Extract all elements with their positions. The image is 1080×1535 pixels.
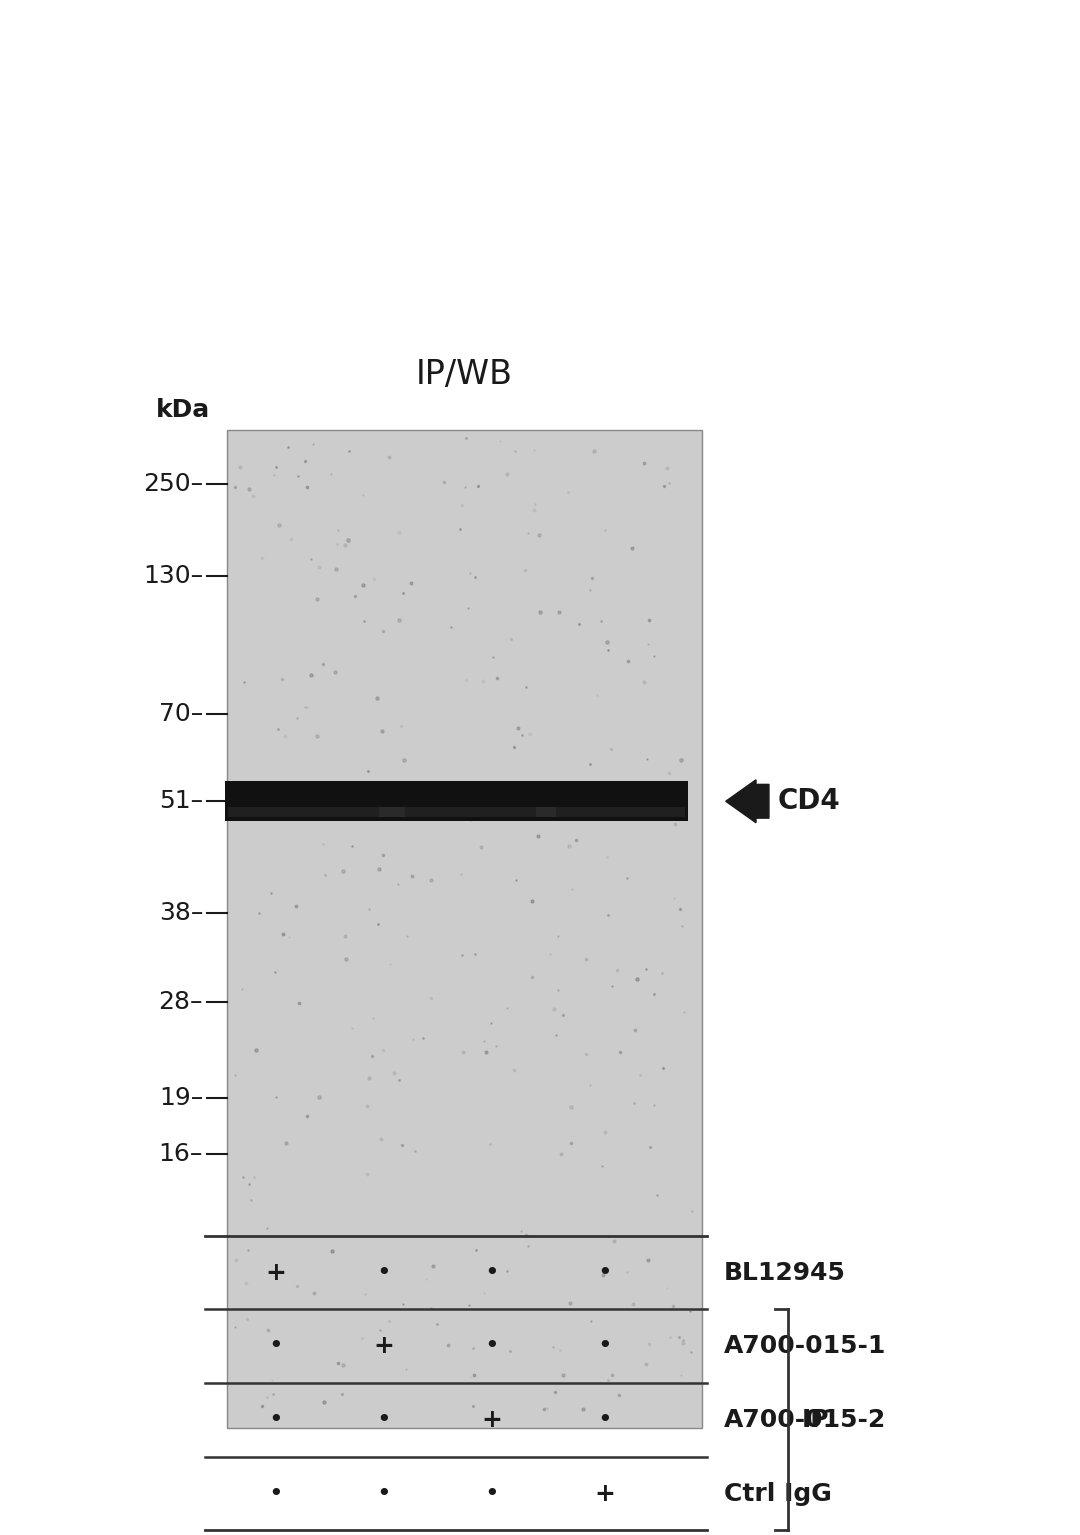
Text: A700-015-1: A700-015-1	[724, 1334, 886, 1358]
Text: 70–: 70–	[159, 701, 203, 726]
Text: IP: IP	[801, 1408, 828, 1432]
Text: •: •	[268, 1408, 283, 1432]
Bar	[536, 807, 685, 817]
Text: •: •	[597, 1334, 612, 1358]
Text: +: +	[373, 1334, 394, 1358]
Text: •: •	[376, 1481, 391, 1506]
Bar	[227, 430, 702, 1428]
Text: 16–: 16–	[159, 1142, 203, 1167]
Text: kDa: kDa	[157, 398, 211, 422]
Bar	[379, 807, 556, 817]
Text: •: •	[376, 1408, 391, 1432]
Text: •: •	[268, 1334, 283, 1358]
Text: CD4: CD4	[778, 787, 840, 815]
Text: •: •	[597, 1260, 612, 1285]
Bar	[228, 807, 405, 817]
Bar	[532, 781, 688, 821]
Text: IP/WB: IP/WB	[416, 359, 513, 391]
Text: 28–: 28–	[159, 990, 203, 1015]
Text: 38–: 38–	[159, 901, 203, 926]
Text: +: +	[265, 1260, 286, 1285]
Text: •: •	[376, 1260, 391, 1285]
Text: 19–: 19–	[159, 1085, 203, 1110]
Text: +: +	[481, 1408, 502, 1432]
Bar	[376, 781, 559, 821]
FancyArrow shape	[726, 780, 769, 823]
Text: 250–: 250–	[143, 471, 203, 496]
Text: A700-015-2: A700-015-2	[724, 1408, 886, 1432]
Text: 130–: 130–	[143, 563, 203, 588]
Text: 51–: 51–	[159, 789, 203, 814]
Text: •: •	[484, 1481, 499, 1506]
Text: •: •	[268, 1481, 283, 1506]
Text: •: •	[597, 1408, 612, 1432]
Text: •: •	[484, 1334, 499, 1358]
Text: •: •	[484, 1260, 499, 1285]
Text: Ctrl IgG: Ctrl IgG	[724, 1481, 832, 1506]
Text: +: +	[594, 1481, 616, 1506]
Text: BL12945: BL12945	[724, 1260, 846, 1285]
Bar	[225, 781, 408, 821]
